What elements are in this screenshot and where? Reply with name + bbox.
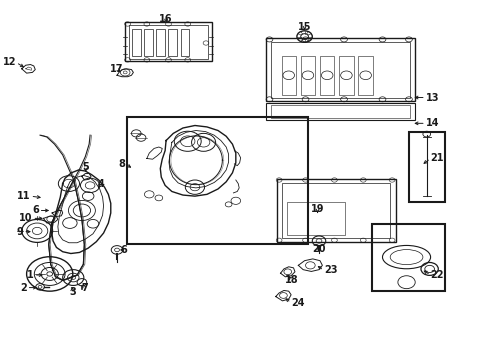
Bar xyxy=(180,30,189,56)
Text: 12: 12 xyxy=(2,57,16,67)
Bar xyxy=(265,103,414,120)
Text: 5: 5 xyxy=(82,162,89,172)
Text: 15: 15 xyxy=(297,22,311,32)
Text: 7: 7 xyxy=(81,283,87,293)
Bar xyxy=(286,202,344,234)
Text: 16: 16 xyxy=(159,14,172,24)
Text: 11: 11 xyxy=(17,191,30,201)
Bar xyxy=(281,56,295,95)
Bar xyxy=(144,30,153,56)
Text: 6: 6 xyxy=(32,206,39,216)
Bar xyxy=(276,179,395,242)
Text: 9: 9 xyxy=(17,227,23,237)
Bar xyxy=(270,105,409,118)
Text: 14: 14 xyxy=(425,118,438,128)
Bar xyxy=(125,22,211,61)
Text: 19: 19 xyxy=(310,204,324,215)
Text: 2: 2 xyxy=(20,283,26,293)
Bar xyxy=(282,183,389,238)
Bar xyxy=(128,25,208,59)
Bar xyxy=(156,30,165,56)
Text: 4: 4 xyxy=(98,179,104,189)
Text: 3: 3 xyxy=(69,287,76,297)
Bar xyxy=(358,56,372,95)
Text: 10: 10 xyxy=(19,213,32,223)
Bar xyxy=(371,224,444,291)
Bar xyxy=(339,56,353,95)
Text: 22: 22 xyxy=(430,270,443,280)
Bar xyxy=(319,56,334,95)
Bar xyxy=(265,39,414,101)
Text: 21: 21 xyxy=(430,153,443,163)
Text: 17: 17 xyxy=(110,64,123,74)
Bar xyxy=(132,30,141,56)
Text: 18: 18 xyxy=(285,275,298,285)
Bar xyxy=(408,132,444,202)
Bar xyxy=(168,30,177,56)
Text: 6: 6 xyxy=(120,245,126,255)
Text: 8: 8 xyxy=(118,159,125,169)
Text: 13: 13 xyxy=(425,93,438,103)
Text: 20: 20 xyxy=(312,244,325,254)
Bar xyxy=(126,117,308,244)
Text: 1: 1 xyxy=(27,270,34,280)
Bar xyxy=(300,56,315,95)
Text: 23: 23 xyxy=(323,265,337,275)
Bar xyxy=(270,41,409,98)
Text: 24: 24 xyxy=(290,298,304,308)
